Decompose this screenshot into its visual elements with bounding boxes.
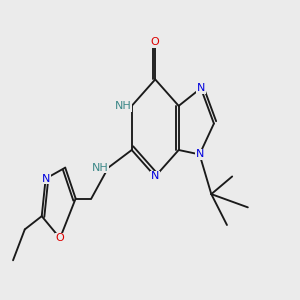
Text: N: N	[197, 83, 205, 93]
Text: N: N	[41, 174, 50, 184]
Text: O: O	[56, 233, 64, 243]
Text: NH: NH	[92, 163, 108, 172]
Text: O: O	[151, 37, 160, 47]
Text: N: N	[151, 172, 159, 182]
Text: N: N	[195, 149, 204, 159]
Text: NH: NH	[115, 101, 132, 111]
